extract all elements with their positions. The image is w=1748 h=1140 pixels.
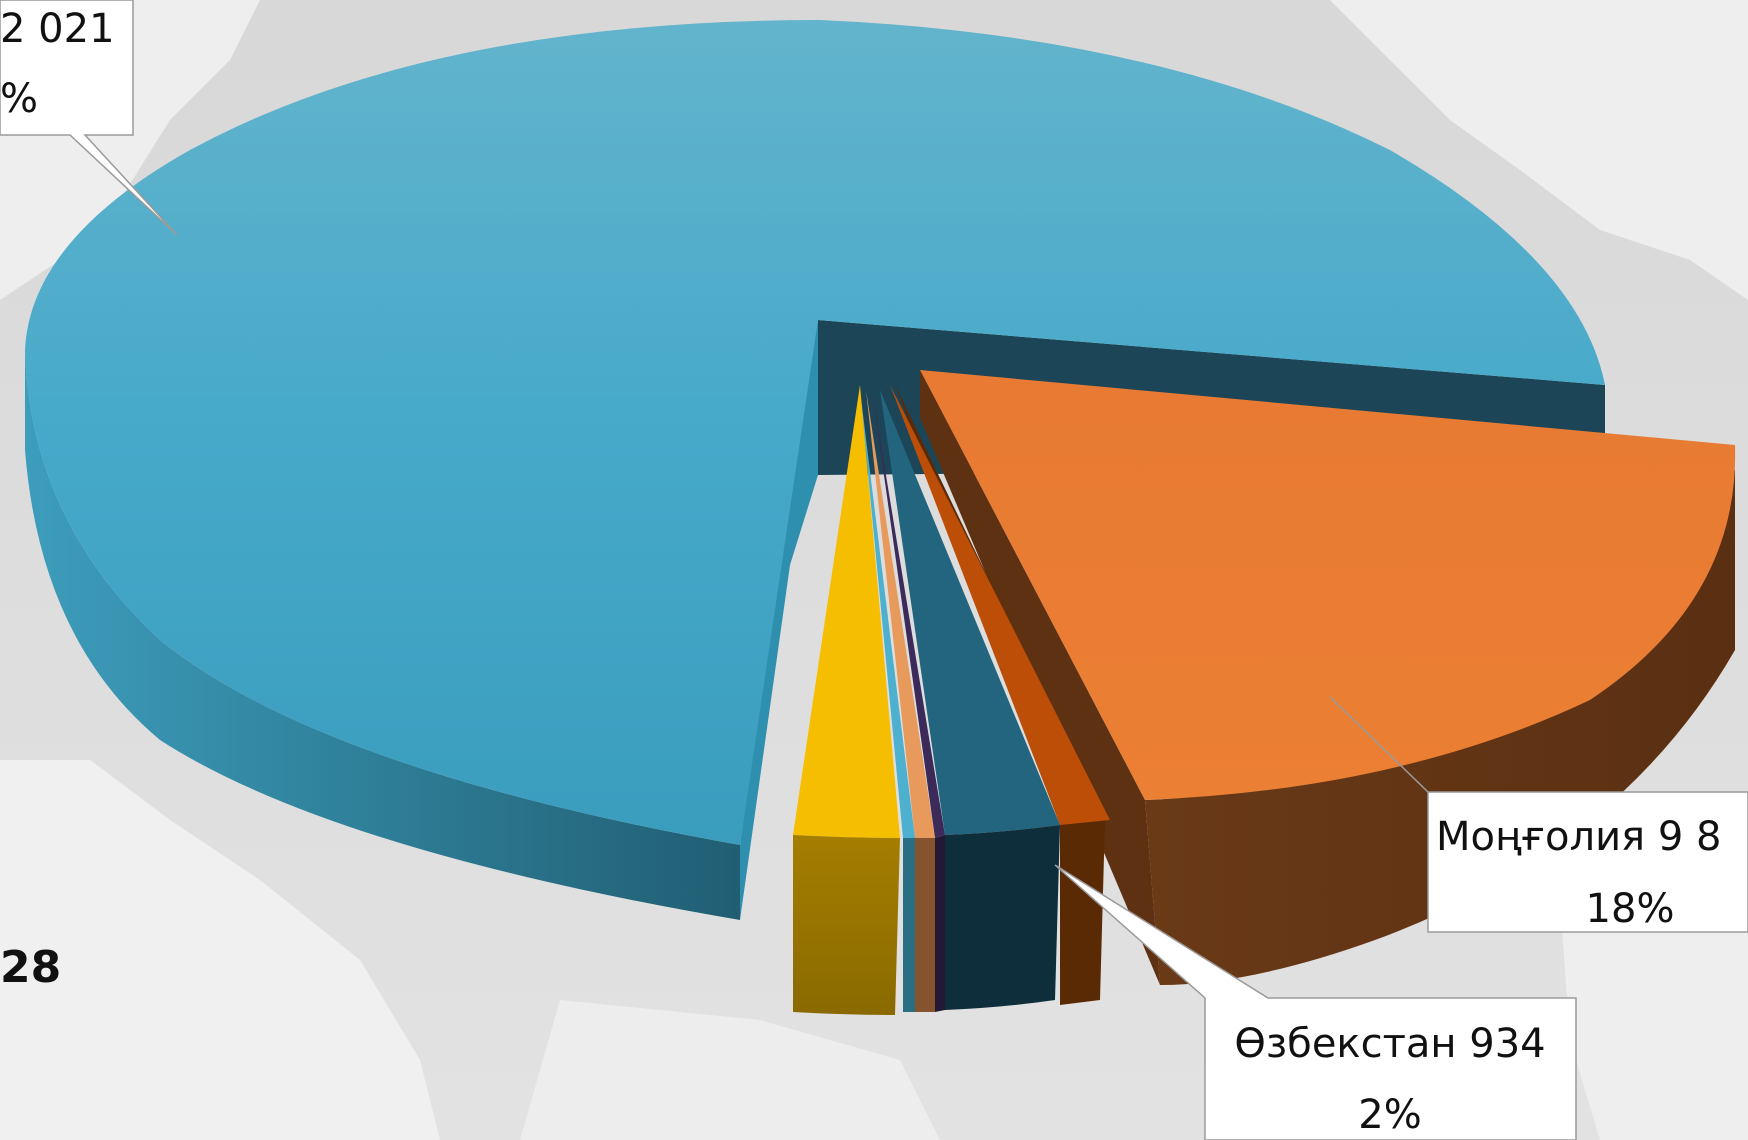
callout-big-line1: 2 021 bbox=[0, 6, 115, 52]
callout-big: 2 021 % bbox=[0, 0, 178, 236]
pie-slice-light-blue bbox=[860, 390, 915, 838]
callout-big-line2: % bbox=[0, 76, 38, 122]
pie-slice-side-big bbox=[25, 350, 740, 920]
pie-slice-teal bbox=[880, 390, 1060, 835]
callout-mongolia: Моңғолия 9 8 18% bbox=[1329, 696, 1748, 933]
callout-uzbekistan: Өзбекстан 934 2% bbox=[1054, 864, 1577, 1140]
callout-mongolia-line2: 18% bbox=[1586, 886, 1675, 932]
pie-slice-light-blue-side bbox=[903, 838, 915, 1012]
pie-slice-orange bbox=[920, 370, 1736, 800]
pie-slice-big bbox=[25, 20, 1605, 845]
callout-uzbekistan-line2: 2% bbox=[1358, 1092, 1421, 1138]
pie-slice-purple-side bbox=[935, 835, 945, 1012]
pie-slice-purple bbox=[872, 390, 945, 838]
callout-mongolia-line1: Моңғолия 9 8 bbox=[1436, 814, 1721, 860]
pie-slice-yellow-side bbox=[793, 835, 900, 1015]
side-label: 28 bbox=[0, 942, 61, 993]
callout-uzbekistan-line1: Өзбекстан 934 bbox=[1234, 1021, 1545, 1067]
pie-slice-dark-orange-top bbox=[890, 385, 1110, 825]
pie-slice-light-orange bbox=[866, 390, 935, 838]
pie-slice-cut-wall-front bbox=[740, 320, 818, 920]
pie-slice-light-orange-side bbox=[915, 838, 935, 1012]
pie-slice-teal-side bbox=[945, 825, 1060, 1010]
pie-slice-yellow bbox=[793, 385, 900, 838]
pie-slice-dark-orange bbox=[895, 385, 1105, 1005]
